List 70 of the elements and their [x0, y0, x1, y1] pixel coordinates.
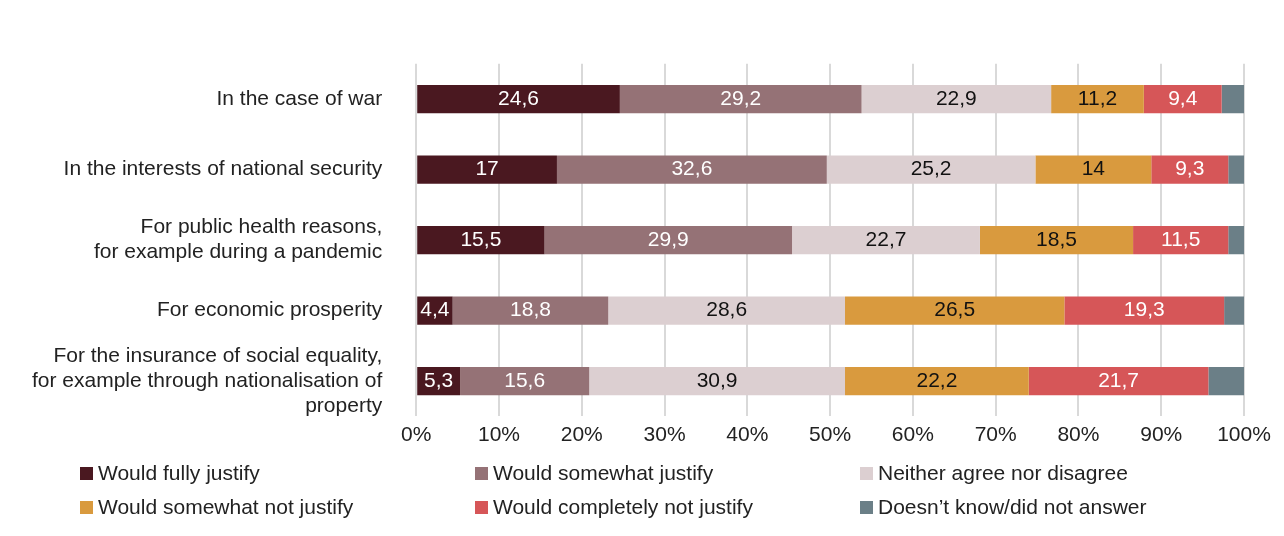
data-label: 28,6 — [706, 297, 748, 321]
data-label: 11,5 — [1161, 226, 1201, 250]
data-label: 15,6 — [504, 367, 546, 391]
bar — [417, 84, 620, 114]
bar — [619, 84, 862, 114]
x-tick-label: 70% — [974, 421, 1017, 445]
x-tick-label: 80% — [1057, 421, 1100, 445]
bar — [1035, 155, 1152, 184]
x-tick-label: 60% — [891, 421, 934, 445]
legend-label: Would fully justify — [98, 461, 260, 485]
y-tick-label: In the interests of national security — [63, 156, 383, 180]
bar — [1224, 296, 1244, 325]
data-label: 25,2 — [910, 156, 952, 180]
legend-label: Would somewhat justify — [493, 461, 714, 485]
data-label: 26,5 — [934, 297, 976, 321]
bar — [1208, 367, 1244, 396]
x-tick-label: 90% — [1140, 421, 1183, 445]
bar — [1051, 84, 1144, 114]
data-label: 5,3 — [424, 367, 454, 391]
legend-label: Neither agree nor disagree — [878, 461, 1128, 485]
data-label: 4,4 — [420, 297, 450, 321]
bar — [979, 226, 1134, 255]
x-tick-label: 20% — [560, 421, 603, 445]
data-label: 11,2 — [1077, 85, 1118, 109]
x-tick-label: 10% — [477, 421, 521, 445]
legend-label: Would completely not justify — [493, 495, 753, 519]
bar — [1228, 226, 1244, 255]
x-tick-label: 100% — [1217, 421, 1271, 445]
bar — [845, 367, 1029, 396]
bar — [417, 155, 557, 184]
data-label: 22,9 — [935, 85, 977, 109]
data-label: 21,7 — [1098, 367, 1140, 391]
bar — [1228, 155, 1244, 184]
legend-label: Doesn’t know/did not answer — [878, 495, 1147, 519]
data-label: 18,5 — [1036, 226, 1077, 250]
bar — [556, 155, 827, 184]
data-label: 17 — [475, 156, 499, 180]
data-label: 19,3 — [1123, 297, 1165, 321]
data-label: 22,7 — [865, 226, 907, 250]
data-label: 29,2 — [720, 85, 762, 109]
data-label: 32,6 — [671, 156, 713, 180]
x-tick-label: 0% — [401, 421, 432, 445]
data-label: 14 — [1081, 156, 1106, 180]
bar — [460, 367, 590, 396]
data-label: 22,2 — [916, 367, 958, 391]
bar — [1028, 367, 1209, 396]
data-label: 15,5 — [460, 226, 502, 250]
bar — [417, 226, 545, 255]
bar — [544, 226, 793, 255]
y-tick-label: For the insurance of social equality, for example through nationalisation of property — [31, 342, 383, 417]
data-label: 30,9 — [696, 367, 738, 391]
data-label: 9,3 — [1175, 156, 1205, 180]
y-tick-label: For economic prosperity — [156, 297, 383, 321]
data-label: 24,6 — [498, 85, 539, 109]
bar — [1151, 155, 1229, 184]
bar — [452, 296, 609, 325]
data-label: 18,8 — [510, 297, 551, 321]
x-tick-label: 40% — [726, 421, 769, 445]
legend-label: Would somewhat not justify — [98, 495, 354, 519]
y-tick-label: In the case of war — [216, 85, 383, 109]
bar — [1221, 84, 1244, 114]
bar — [1133, 226, 1229, 255]
y-tick-label: For public health reasons, for example during a pandemic — [93, 214, 383, 263]
x-tick-label: 50% — [809, 421, 852, 445]
bar — [1064, 296, 1225, 325]
data-label: 9,4 — [1168, 85, 1198, 109]
data-label: 29,9 — [647, 226, 689, 250]
x-tick-label: 30% — [643, 421, 686, 445]
bar — [845, 296, 1065, 325]
bar — [1143, 84, 1222, 114]
